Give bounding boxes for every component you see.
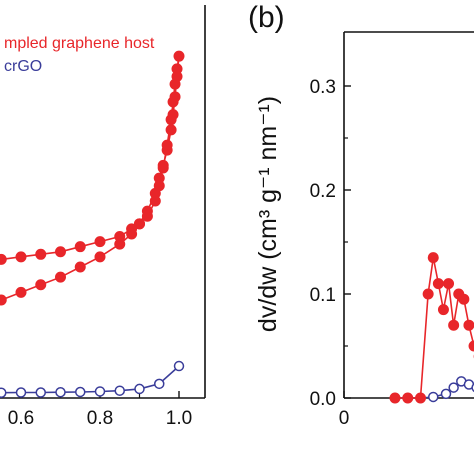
panel-b-x-tick-label: 0	[339, 408, 350, 429]
crumpled-isotherm-point	[35, 279, 47, 291]
crgo-isotherm-point	[35, 387, 46, 398]
panel-b-y-tick-label: 0.2	[310, 181, 336, 202]
crumpled-pore-distribution-point	[402, 392, 414, 404]
crumpled-isotherm-point	[161, 139, 173, 151]
crgo-pore-distribution-point	[428, 391, 439, 403]
crumpled-pore-distribution-point	[448, 319, 460, 331]
crumpled-pore-distribution-point	[389, 392, 401, 404]
crumpled-isotherm-point	[35, 248, 47, 260]
crumpled-isotherm-point	[0, 253, 7, 265]
crumpled-pore-distribution-point	[422, 288, 434, 300]
panel-b-x-ticks: 0	[339, 391, 350, 429]
crumpled-pore-distribution-point	[468, 340, 474, 352]
crumpled-isotherm-point	[94, 236, 106, 248]
crumpled-isotherm-point	[173, 50, 185, 62]
crumpled-isotherm-point	[153, 180, 165, 192]
crgo-isotherm-point	[0, 387, 7, 398]
panel-a-x-tick-label: 0.8	[87, 408, 113, 429]
crumpled-pore-distribution-point	[415, 392, 426, 404]
crumpled-isotherm-point	[167, 96, 179, 108]
crgo-isotherm-point	[154, 378, 165, 390]
panel-b-series	[389, 252, 474, 404]
crgo-isotherm-point	[55, 386, 66, 398]
crumpled-pore-distribution-line	[395, 257, 474, 399]
crumpled-isotherm-point	[114, 231, 126, 243]
panel-b-y-axis-title: dv/dw (cm³ g⁻¹ nm⁻¹)	[254, 96, 282, 332]
panel-a: 0.6 0.8 1.0 mpled graphene host crGO	[0, 5, 206, 429]
crumpled-isotherm-point	[74, 261, 86, 273]
panel-b: (b) 0.0 0.1 0.2 0.3 0 dv/dw (cm³ g⁻¹ nm⁻¹)	[248, 1, 474, 429]
crumpled-isotherm-point	[126, 223, 138, 235]
crumpled-pore-distribution-point	[463, 319, 474, 331]
panel-b-label: (b)	[248, 1, 285, 34]
panel-a-legend: mpled graphene host crGO	[4, 35, 155, 75]
crgo-isotherm-point	[173, 360, 185, 372]
legend-label-crgo: crGO	[4, 58, 42, 75]
crgo-isotherm-point	[114, 385, 125, 396]
crumpled-isotherm-point	[15, 251, 27, 263]
crumpled-isotherm-point	[165, 114, 177, 126]
crumpled-isotherm-point	[149, 195, 161, 207]
crumpled-isotherm-line	[0, 56, 180, 302]
panel-a-x-tick-label: 0.6	[8, 408, 34, 429]
panel-a-x-tick-label: 1.0	[166, 408, 192, 429]
crumpled-isotherm-point	[94, 251, 106, 263]
panel-b-y-tick-label: 0.3	[310, 77, 336, 98]
crumpled-pore-distribution-point	[443, 278, 455, 290]
crgo-isotherm-point	[15, 387, 27, 398]
crumpled-pore-distribution-point	[437, 304, 449, 316]
crumpled-isotherm-point	[55, 246, 66, 258]
crgo-isotherm-point	[75, 386, 86, 398]
crumpled-isotherm-point	[0, 294, 7, 306]
panel-b-y-ticks: 0.0 0.1 0.2 0.3	[310, 77, 351, 410]
panel-a-series	[0, 50, 185, 398]
crumpled-isotherm-point	[74, 241, 86, 253]
crumpled-pore-distribution-point	[432, 278, 444, 290]
crumpled-isotherm-point	[165, 124, 177, 136]
crumpled-isotherm-point	[169, 78, 181, 90]
crumpled-isotherm-point	[55, 271, 66, 283]
crumpled-isotherm-point	[171, 63, 183, 75]
crgo-pore-distribution-point	[440, 388, 452, 400]
crgo-pore-distribution-point	[448, 382, 459, 393]
crgo-isotherm-point	[94, 386, 106, 397]
crumpled-isotherm-point	[141, 210, 153, 222]
legend-label-crumpled: mpled graphene host	[4, 35, 155, 52]
crumpled-isotherm-point	[134, 218, 145, 230]
crgo-isotherm-line	[0, 365, 180, 394]
crgo-isotherm-point	[134, 383, 145, 395]
crumpled-isotherm-point	[15, 286, 27, 298]
panel-b-y-tick-label: 0.0	[310, 389, 336, 410]
panel-b-y-tick-label: 0.1	[310, 285, 336, 306]
crumpled-pore-distribution-point	[427, 252, 439, 264]
crumpled-isotherm-point	[157, 162, 169, 174]
crumpled-pore-distribution-point	[458, 293, 470, 305]
